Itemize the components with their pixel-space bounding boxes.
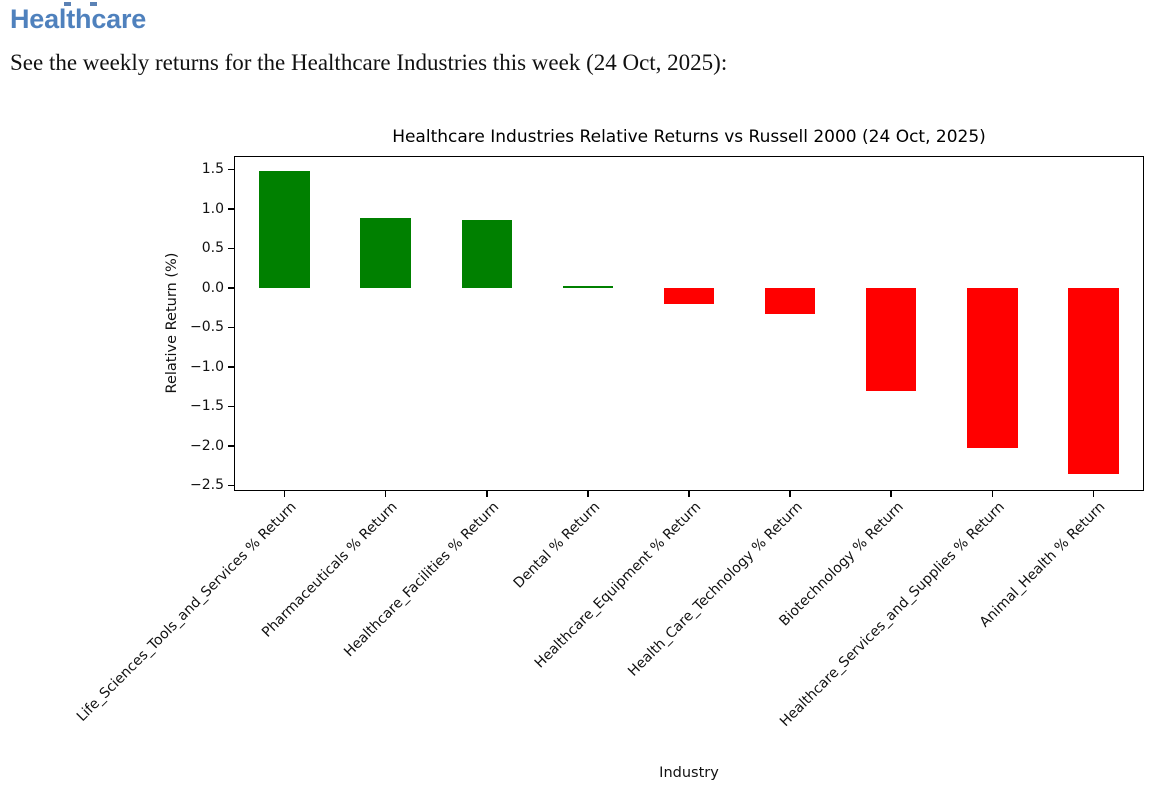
bar-healthcare_facilities [461,219,513,288]
x-tick-mark [1092,491,1095,497]
y-tick-mark [228,405,234,408]
x-tick-mark [384,491,387,497]
y-tick-label: −0.5 [190,319,224,336]
chart-figure: Healthcare Industries Relative Returns v… [0,115,1152,796]
plot-area [234,156,1144,491]
chart-title: Healthcare Industries Relative Returns v… [392,127,986,147]
x-axis-label: Industry [659,765,719,781]
y-tick-label: 1.0 [201,200,224,217]
bar-health_care_technology [764,287,816,314]
page-title: Healthcare [10,4,147,34]
y-tick-mark [228,168,234,171]
bar-biotechnology [865,287,917,391]
y-tick-label: 1.5 [201,161,224,178]
x-tick-mark [283,491,286,497]
intro-text: See the weekly returns for the Healthcar… [10,50,728,75]
y-tick-mark [228,445,234,447]
y-tick-mark [228,366,234,368]
x-tick-mark [789,491,791,497]
bar-healthcare_equipment [663,287,715,304]
y-tick-label: 0.0 [201,279,224,296]
clipped-text-fragment [90,2,97,6]
y-tick-label: −2.5 [190,477,224,494]
y-tick-mark [228,247,234,250]
y-tick-mark [228,287,234,289]
bar-life_sciences_tools_and_services [259,171,310,288]
y-tick-label: −2.0 [190,437,224,454]
bar-animal_health [1068,287,1119,474]
y-tick-mark [228,326,234,329]
x-tick-mark [688,491,690,497]
y-tick-label: 0.5 [201,240,224,257]
x-tick-mark [991,491,994,497]
clipped-text-fragment [64,2,71,6]
bar-pharmaceuticals [360,217,411,288]
y-tick-mark [228,208,234,210]
x-tick-mark [890,491,892,497]
y-tick-label: −1.0 [190,358,224,375]
y-tick-label: −1.5 [190,398,224,415]
x-tick-mark [486,491,488,497]
bar-dental [562,285,614,288]
bar-healthcare_services_and_supplies [967,287,1018,449]
y-tick-mark [228,484,234,487]
x-tick-mark [587,491,589,497]
